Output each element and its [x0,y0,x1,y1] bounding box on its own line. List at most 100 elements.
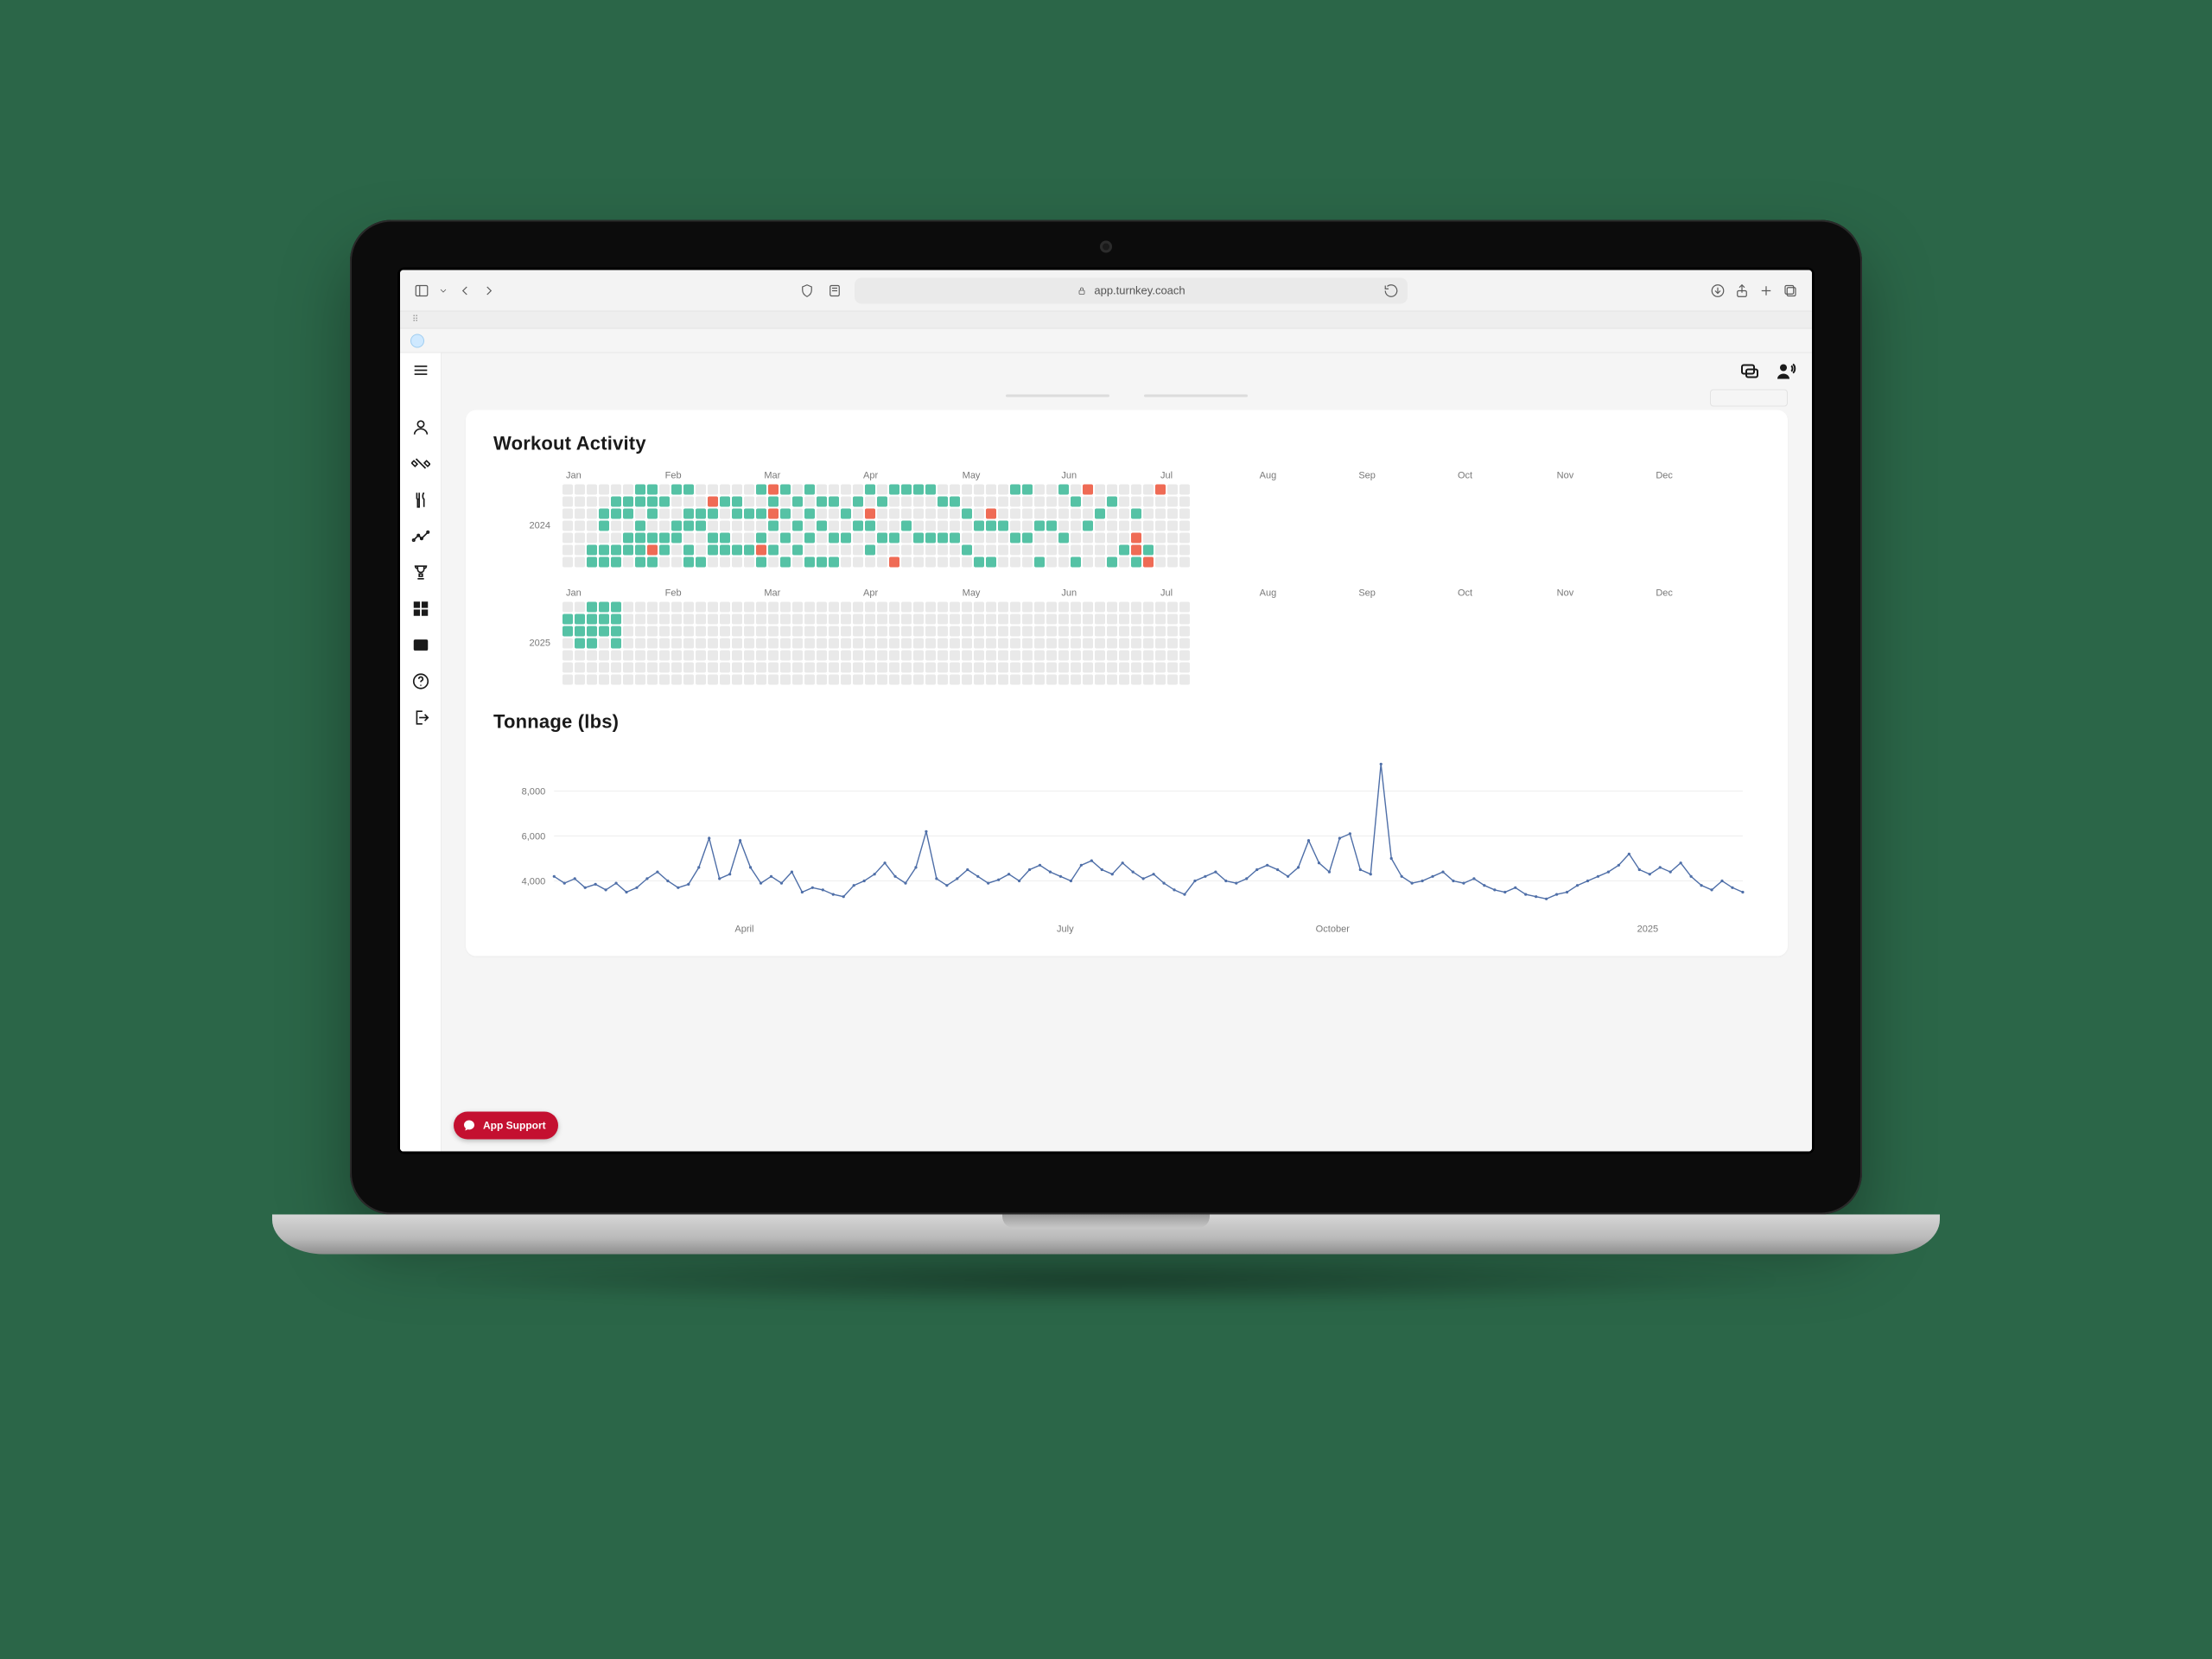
tonnage-point[interactable] [1680,861,1682,864]
tonnage-point[interactable] [1638,868,1641,871]
activity-cell[interactable] [841,557,851,568]
trophy-icon[interactable] [410,563,431,583]
tonnage-point[interactable] [1193,880,1196,882]
tonnage-point[interactable] [1090,860,1093,862]
activity-cell[interactable] [708,614,718,625]
activity-cell[interactable] [804,663,815,673]
activity-cell[interactable] [575,497,585,507]
activity-cell[interactable] [986,521,996,531]
activity-cell[interactable] [1022,651,1033,661]
activity-cell[interactable] [1046,545,1057,556]
activity-cell[interactable] [756,497,766,507]
activity-cell[interactable] [611,663,621,673]
activity-cell[interactable] [623,651,633,661]
activity-cell[interactable] [974,663,984,673]
activity-cell[interactable] [744,557,754,568]
tonnage-point[interactable] [1111,873,1114,875]
activity-cell[interactable] [708,639,718,649]
activity-cell[interactable] [696,497,706,507]
activity-cell[interactable] [732,521,742,531]
activity-cell[interactable] [1107,651,1117,661]
activity-cell[interactable] [647,521,658,531]
activity-cell[interactable] [986,602,996,613]
activity-cell[interactable] [659,545,670,556]
activity-cell[interactable] [599,675,609,685]
tonnage-point[interactable] [1080,864,1083,867]
activity-cell[interactable] [1022,626,1033,637]
reader-icon[interactable] [827,283,842,298]
pinned-tab-icon[interactable] [410,334,424,347]
tonnage-point[interactable] [584,887,587,889]
activity-cell[interactable] [829,651,839,661]
activity-cell[interactable] [659,497,670,507]
activity-cell[interactable] [1022,485,1033,495]
activity-cell[interactable] [1179,639,1190,649]
tonnage-point[interactable] [1555,893,1558,896]
tonnage-point[interactable] [1586,880,1589,882]
activity-cell[interactable] [804,614,815,625]
activity-cell[interactable] [587,675,597,685]
activity-cell[interactable] [817,485,827,495]
activity-cell[interactable] [804,602,815,613]
activity-cell[interactable] [1155,602,1166,613]
activity-cell[interactable] [998,521,1008,531]
activity-cell[interactable] [829,663,839,673]
activity-cell[interactable] [1143,602,1154,613]
activity-cell[interactable] [1083,614,1093,625]
activity-cell[interactable] [720,509,730,519]
activity-cell[interactable] [683,533,694,543]
activity-cell[interactable] [611,614,621,625]
activity-cell[interactable] [563,521,573,531]
activity-cell[interactable] [841,639,851,649]
activity-cell[interactable] [587,497,597,507]
activity-cell[interactable] [1083,521,1093,531]
activity-cell[interactable] [1179,533,1190,543]
activity-cell[interactable] [732,557,742,568]
activity-cell[interactable] [1046,639,1057,649]
activity-cell[interactable] [611,602,621,613]
activity-cell[interactable] [1095,497,1105,507]
activity-cell[interactable] [1179,485,1190,495]
back-icon[interactable] [457,283,473,298]
tonnage-point[interactable] [1204,875,1206,878]
activity-cell[interactable] [708,675,718,685]
activity-cell[interactable] [877,639,887,649]
activity-cell[interactable] [683,651,694,661]
activity-cell[interactable] [611,485,621,495]
activity-cell[interactable] [671,626,682,637]
activity-cell[interactable] [599,602,609,613]
activity-cell[interactable] [635,614,645,625]
activity-cell[interactable] [563,557,573,568]
activity-cell[interactable] [683,626,694,637]
tabs-icon[interactable] [1783,283,1798,298]
activity-cell[interactable] [1143,521,1154,531]
activity-cell[interactable] [780,626,791,637]
activity-cell[interactable] [853,675,863,685]
activity-cell[interactable] [1046,651,1057,661]
activity-cell[interactable] [575,639,585,649]
tonnage-point[interactable] [1101,868,1103,871]
activity-cell[interactable] [877,663,887,673]
activity-cell[interactable] [998,545,1008,556]
activity-cell[interactable] [853,602,863,613]
activity-cell[interactable] [841,602,851,613]
activity-cell[interactable] [720,602,730,613]
activity-cell[interactable] [611,497,621,507]
activity-cell[interactable] [720,545,730,556]
activity-cell[interactable] [647,626,658,637]
activity-cell[interactable] [901,602,912,613]
activity-cell[interactable] [1179,497,1190,507]
activity-cell[interactable] [1010,509,1020,519]
activity-cell[interactable] [925,521,936,531]
tonnage-point[interactable] [801,891,804,893]
activity-cell[interactable] [950,639,960,649]
activity-cell[interactable] [671,675,682,685]
activity-cell[interactable] [901,651,912,661]
activity-cell[interactable] [1034,509,1045,519]
activity-cell[interactable] [938,545,948,556]
tonnage-point[interactable] [842,895,845,898]
activity-cell[interactable] [925,545,936,556]
activity-cell[interactable] [817,545,827,556]
activity-cell[interactable] [659,663,670,673]
activity-cell[interactable] [587,545,597,556]
